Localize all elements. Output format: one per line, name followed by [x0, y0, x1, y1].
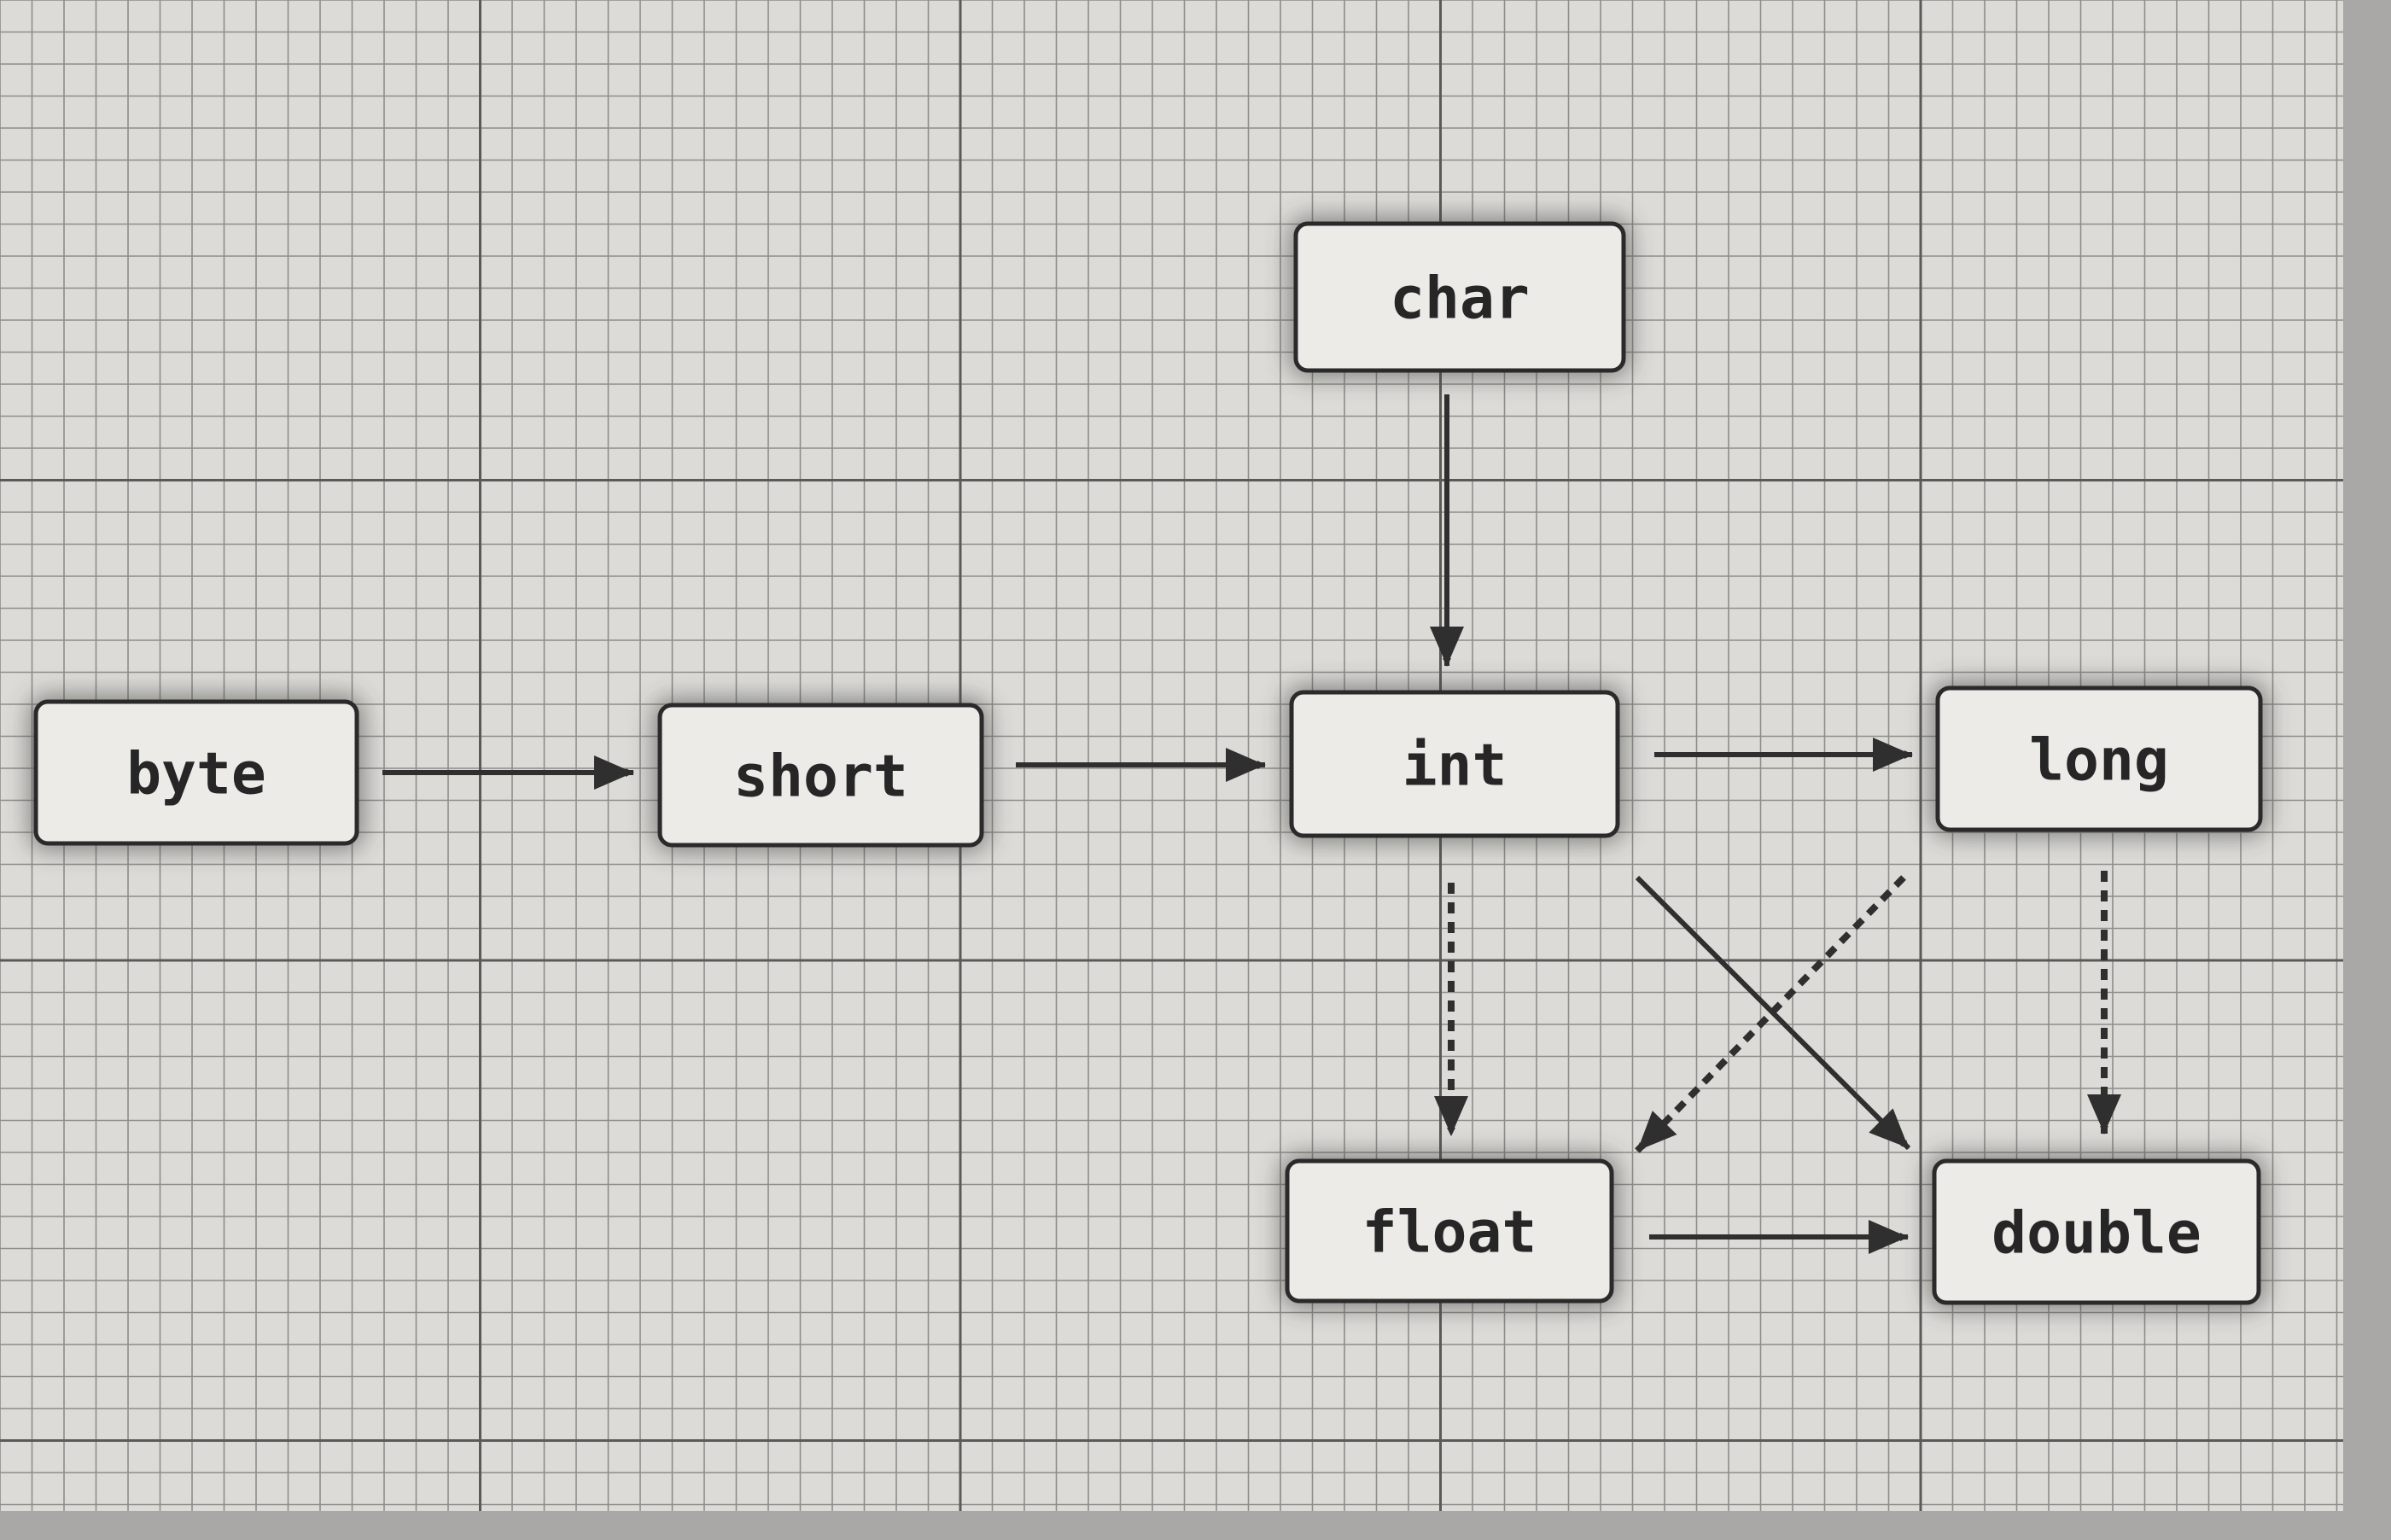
edges-layer	[382, 394, 2121, 1254]
node-short: short	[653, 698, 988, 852]
node-label-int: int	[1403, 732, 1507, 800]
arrowhead-int-to-long	[1873, 738, 1912, 772]
page-border-bottom	[0, 1511, 2391, 1540]
node-int: int	[1285, 685, 1624, 843]
node-box-short	[657, 703, 984, 848]
node-label-byte: byte	[126, 741, 266, 808]
node-box-long	[1935, 685, 2263, 832]
node-double: double	[1927, 1154, 2266, 1310]
arrowhead-long-to-double	[2087, 1094, 2121, 1134]
edge-int-to-double	[1635, 875, 1911, 1151]
arrowhead-short-to-int	[1226, 748, 1265, 782]
arrowhead-char-to-int	[1430, 627, 1464, 666]
node-char: char	[1289, 217, 1630, 377]
arrowhead-int-to-double	[1869, 1108, 1909, 1148]
node-label-short: short	[733, 744, 908, 811]
nodes-layer: char byte short int long float double	[29, 217, 2267, 1310]
arrowhead-float-to-double	[1869, 1220, 1908, 1254]
node-label-float: float	[1362, 1199, 1537, 1267]
node-box-char	[1293, 221, 1626, 373]
node-box-byte	[33, 699, 359, 846]
node-label-long: long	[2029, 727, 2169, 795]
arrowhead-int-to-float	[1434, 1096, 1468, 1135]
node-byte: byte	[29, 695, 364, 850]
node-box-double	[1932, 1158, 2261, 1305]
node-box-int	[1289, 690, 1620, 838]
arrowhead-byte-to-short	[594, 755, 633, 790]
page-border-right	[2343, 0, 2391, 1540]
node-float: float	[1280, 1154, 1618, 1308]
arrowhead-long-to-float	[1637, 1111, 1677, 1151]
edge-long-to-float-dashed	[1635, 875, 1906, 1153]
node-box-float	[1285, 1158, 1614, 1304]
node-label-char: char	[1390, 265, 1530, 333]
node-label-double: double	[1992, 1200, 2201, 1268]
node-long: long	[1931, 681, 2267, 837]
